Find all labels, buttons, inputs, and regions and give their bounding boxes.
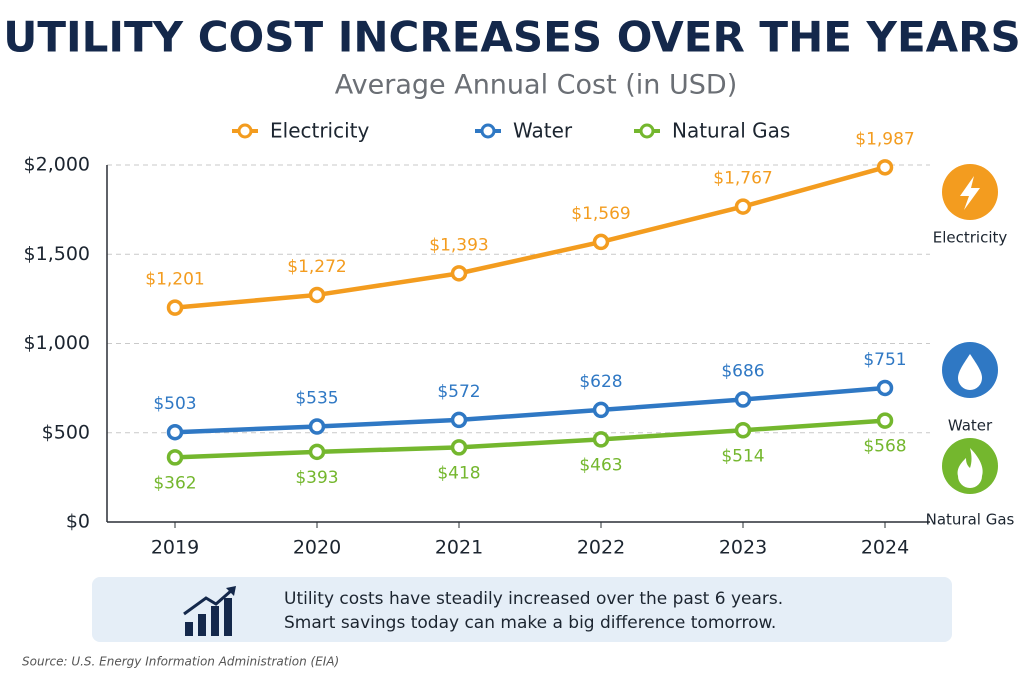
x-tick-label: 2024 (861, 537, 909, 559)
y-tick-label: $1,000 (24, 332, 90, 354)
note-box (92, 577, 952, 642)
value-label: $686 (721, 362, 764, 382)
point (592, 401, 610, 419)
point (876, 159, 894, 176)
point (734, 198, 752, 215)
side-label: Water (948, 417, 993, 435)
y-tick-label: $1,500 (24, 243, 90, 265)
value-label: $463 (579, 455, 622, 475)
flame (957, 448, 983, 488)
x-tick-label: 2019 (151, 537, 199, 559)
point (450, 265, 468, 282)
growth-icon (183, 586, 236, 636)
x-tick-label: 2021 (435, 537, 483, 559)
x-tick-label: 2020 (293, 537, 341, 559)
value-label: $1,569 (571, 204, 630, 224)
legend-label: Water (513, 119, 573, 143)
legend-marker (237, 123, 253, 139)
value-label: $572 (437, 382, 480, 402)
series-line (174, 165, 886, 310)
gas-icon (942, 438, 998, 494)
value-label: $628 (579, 372, 622, 392)
x-tick-label: 2022 (577, 537, 625, 559)
y-tick-label: $2,000 (24, 154, 90, 176)
drop (958, 354, 982, 390)
point (592, 431, 610, 448)
value-label: $568 (863, 437, 906, 457)
point (166, 299, 184, 316)
point (308, 443, 326, 461)
value-label: $503 (153, 394, 196, 414)
annotation: Smart savings today can make a big diffe… (284, 613, 776, 633)
point (450, 439, 468, 456)
value-label: $393 (295, 468, 338, 488)
value-label: $1,767 (713, 169, 772, 189)
legend-marker (639, 123, 655, 139)
series-line (174, 418, 886, 460)
bolt (960, 176, 980, 210)
side-label: Natural Gas (926, 511, 1015, 529)
annotation: Utility costs have steadily increased ov… (284, 589, 783, 609)
point (450, 411, 468, 429)
source: Source: U.S. Energy Information Administ… (22, 655, 339, 669)
point (876, 379, 894, 397)
point (308, 286, 326, 304)
point (876, 412, 894, 429)
legend-label: Electricity (270, 119, 370, 143)
value-label: $514 (721, 446, 764, 466)
point (592, 233, 610, 251)
legend-label: Natural Gas (672, 119, 790, 143)
point (734, 422, 752, 439)
point (734, 391, 752, 408)
value-label: $1,393 (429, 235, 488, 255)
legend-marker (480, 123, 496, 139)
value-label: $362 (153, 473, 196, 493)
value-label: $1,201 (145, 270, 204, 290)
value-label: $1,987 (855, 129, 914, 149)
chart-subtitle: Average Annual Cost (in USD) (335, 70, 737, 101)
value-label: $535 (295, 389, 338, 409)
point (166, 449, 184, 466)
value-label: $1,272 (287, 257, 346, 277)
point (166, 423, 184, 441)
y-tick-label: $500 (42, 421, 90, 443)
y-tick-label: $0 (66, 511, 90, 533)
side-label: Electricity (933, 229, 1008, 247)
side-icons (942, 164, 998, 494)
series-line (174, 385, 886, 435)
chart-title: UTILITY COST INCREASES OVER THE YEARS (3, 13, 1021, 62)
x-tick-label: 2023 (719, 537, 767, 559)
value-label: $418 (437, 463, 480, 483)
point (308, 418, 326, 435)
value-label: $751 (863, 350, 906, 370)
